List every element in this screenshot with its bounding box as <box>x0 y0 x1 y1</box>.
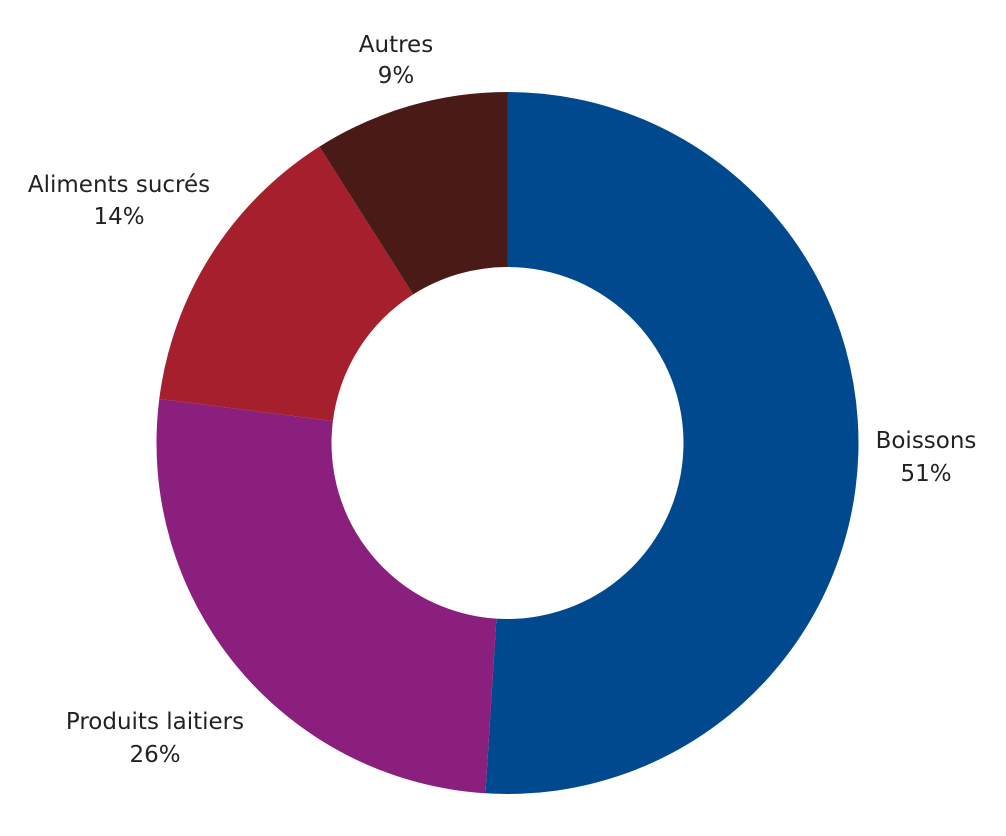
slice-boissons <box>485 92 859 795</box>
label-produits-laitiers-value: 26% <box>129 742 180 768</box>
slice-produits-laitiers <box>156 399 497 794</box>
label-autres-name: Autres <box>359 32 433 58</box>
slice-aliments-sucres <box>159 146 414 421</box>
slice-autres <box>319 92 508 295</box>
label-aliments-sucres-value: 14% <box>93 204 144 230</box>
label-aliments-sucres-name: Aliments sucrés <box>28 172 210 198</box>
label-boissons-name: Boissons <box>876 428 977 454</box>
label-autres-value: 9% <box>378 63 415 89</box>
label-boissons-value: 51% <box>900 461 951 487</box>
donut-slices <box>156 92 859 795</box>
label-produits-laitiers-name: Produits laitiers <box>66 709 244 735</box>
